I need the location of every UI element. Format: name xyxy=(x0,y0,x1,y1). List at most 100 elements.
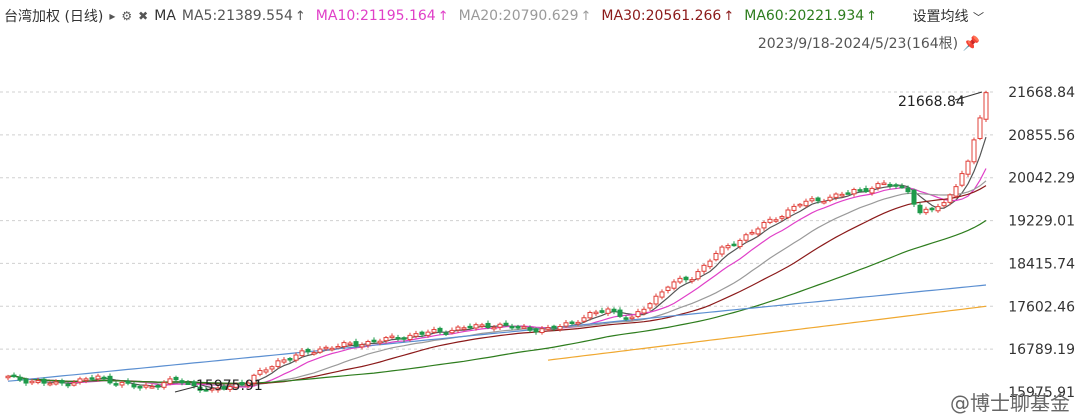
candle-body xyxy=(779,216,785,219)
candle-body xyxy=(839,193,845,197)
candle-body xyxy=(323,346,329,350)
candle-body xyxy=(971,139,977,163)
candle-body xyxy=(431,329,437,333)
candle-body xyxy=(485,322,491,329)
candle-body xyxy=(377,340,383,344)
candle-body xyxy=(797,203,803,207)
candle-body xyxy=(359,344,365,348)
candle-body xyxy=(467,325,473,329)
y-tick-label: 19229.01 xyxy=(1008,214,1075,230)
y-tick-label: 21668.84 xyxy=(1008,85,1075,101)
candle-body xyxy=(275,360,281,367)
candle-body xyxy=(251,374,257,384)
candle-body xyxy=(581,317,587,322)
up-arrow-icon: ↑ xyxy=(294,9,306,24)
candle-body xyxy=(443,332,449,335)
candle-body xyxy=(869,187,875,194)
candle-body xyxy=(701,264,707,272)
candle-body xyxy=(281,359,287,363)
candle-body xyxy=(743,234,749,241)
candle-body xyxy=(905,187,911,193)
candle-body xyxy=(647,303,653,309)
ma10-line xyxy=(7,168,987,388)
chart-title[interactable]: 台湾加权 (日线) xyxy=(4,9,104,25)
candle-body xyxy=(53,381,59,385)
candle-body xyxy=(773,219,779,222)
ma-settings-label: 设置均线 xyxy=(912,9,969,25)
candle-body xyxy=(221,386,227,390)
y-tick-label: 18415.74 xyxy=(1008,256,1075,272)
candle-body xyxy=(365,341,371,346)
candle-body xyxy=(887,183,893,187)
ma120-line xyxy=(7,284,987,382)
candle-body xyxy=(311,352,317,355)
chart-header: 台湾加权 (日线) ▸ ⚙ ✖ MA MA5:21389.554 ↑ MA10:21… xyxy=(4,6,877,26)
candle-body xyxy=(845,192,851,195)
candle-body xyxy=(119,381,125,386)
price-annotations: 21668.84 15975.91 xyxy=(174,91,983,394)
chart-grid xyxy=(0,91,995,350)
candle-body xyxy=(857,189,863,192)
candle-body xyxy=(479,324,485,327)
candle-body xyxy=(557,325,563,330)
indicator-4: MA60:20221.934 ↑ xyxy=(744,8,878,24)
ma-settings-button[interactable]: 设置均线 ﹀ xyxy=(913,6,984,26)
candlesticks xyxy=(5,90,989,393)
candle-body xyxy=(533,328,539,333)
up-arrow-icon: ↑ xyxy=(437,9,449,24)
candle-body xyxy=(203,389,209,392)
candle-body xyxy=(515,326,521,329)
pin-icon[interactable]: 📌 xyxy=(962,36,980,52)
candle-body xyxy=(689,279,695,282)
ma20-line xyxy=(7,180,987,387)
candle-body xyxy=(803,200,809,207)
candle-body xyxy=(305,348,311,353)
candle-body xyxy=(911,189,917,205)
candle-body xyxy=(653,295,659,305)
candle-body xyxy=(335,346,341,349)
candle-body xyxy=(347,342,353,346)
candle-body xyxy=(821,200,827,204)
expand-arrow-icon[interactable]: ▸ xyxy=(109,9,116,23)
y-tick-label: 16789.19 xyxy=(1008,342,1075,358)
candle-body xyxy=(95,375,101,380)
max-pointer xyxy=(954,91,983,101)
candle-body xyxy=(89,377,95,380)
candle-body xyxy=(785,209,791,218)
candle-body xyxy=(179,380,185,384)
candle-body xyxy=(617,309,623,317)
candle-body xyxy=(65,383,71,387)
candle-body xyxy=(953,186,959,197)
candle-body xyxy=(545,327,551,330)
close-icon[interactable]: ✖ xyxy=(138,9,149,23)
max-price-label: 21668.84 xyxy=(898,94,965,110)
candle-body xyxy=(755,228,761,235)
moving-average-lines xyxy=(7,136,987,390)
candle-body xyxy=(257,370,263,375)
candle-body xyxy=(539,328,545,334)
candle-body xyxy=(263,369,269,373)
candle-body xyxy=(413,333,419,337)
gear-icon[interactable]: ⚙ xyxy=(121,9,133,23)
watermark: @博士聊基金 xyxy=(950,391,1070,415)
candle-body xyxy=(923,208,929,214)
candle-body xyxy=(11,374,17,378)
indicator-3: MA30:20561.266 ↑ xyxy=(601,8,735,24)
candle-body xyxy=(575,321,581,325)
candle-body xyxy=(185,382,191,385)
candle-body xyxy=(893,184,899,187)
candle-body xyxy=(965,160,971,175)
candle-body xyxy=(455,326,461,331)
candle-body xyxy=(461,327,467,330)
candle-body xyxy=(197,386,203,391)
candle-body xyxy=(371,339,377,343)
candle-body xyxy=(665,286,671,291)
candle-body xyxy=(605,308,611,314)
ma30-line xyxy=(7,185,987,385)
candle-body xyxy=(587,311,593,319)
indicator-1: MA10:21195.164 ↑ xyxy=(315,8,449,24)
candle-body xyxy=(167,378,173,385)
candle-body xyxy=(941,202,947,207)
candle-body xyxy=(677,277,683,283)
